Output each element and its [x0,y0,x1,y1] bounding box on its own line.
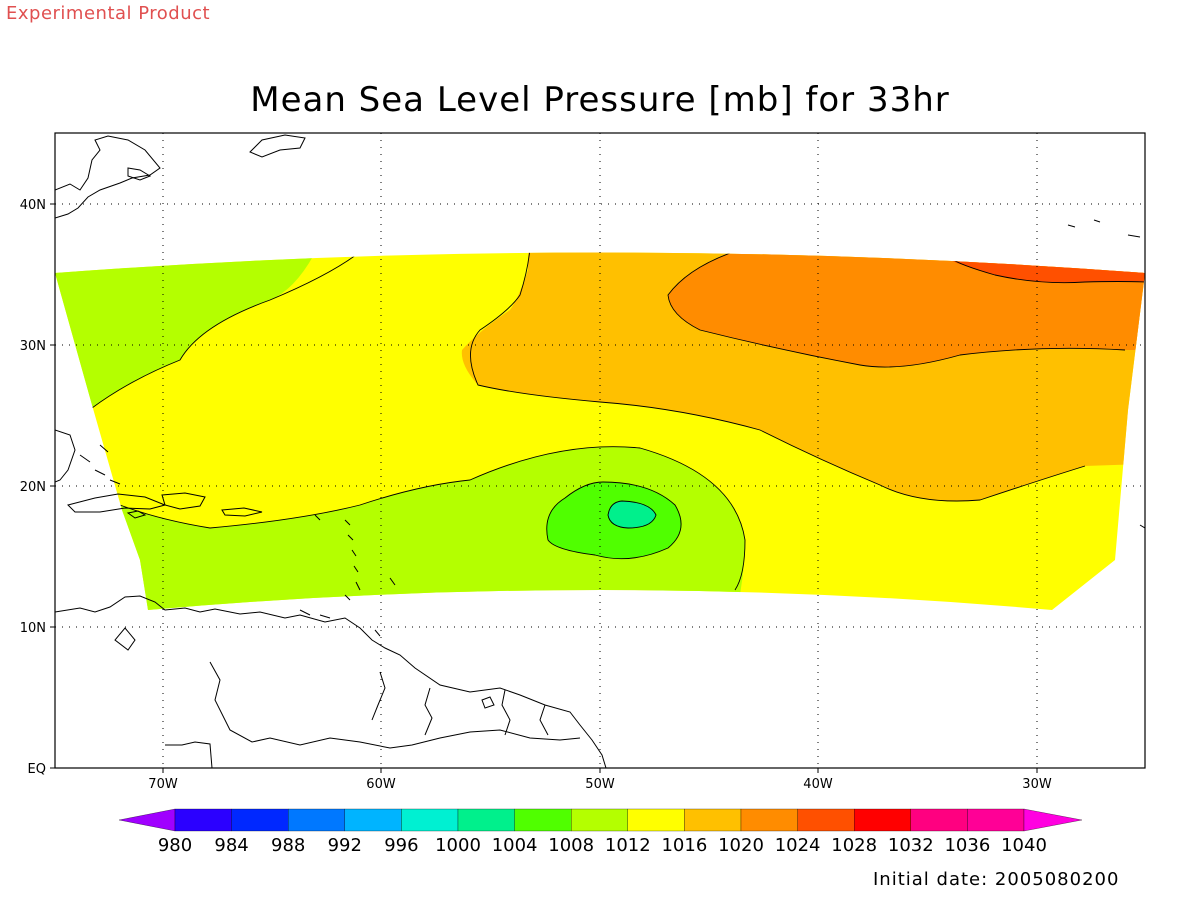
colorbar-tick-label: 1040 [1001,835,1047,856]
jamaica-coast [126,510,147,519]
latitude-labels: EQ 10N 20N 30N 40N [20,198,46,777]
map-title: Mean Sea Level Pressure [mb] for 33hr [250,80,950,120]
colorbar-swatch [854,808,911,832]
initial-date-label: Initial date: 2005080200 [873,869,1120,890]
colorbar-swatch [174,808,232,832]
lon-label-40w: 40W [803,777,833,792]
colorbar-swatch [684,808,742,832]
cuba-coast [67,493,167,513]
colorbar-tick-label: 992 [328,835,362,856]
colorbar-swatch [910,808,968,832]
colorbar-swatch [1023,808,1083,832]
isobar-1020-1024 [667,252,1126,368]
colorbar-swatch [118,808,176,832]
lat-label-eq: EQ [28,762,46,777]
field-1024 [668,252,1145,368]
lesser-antilles-coast [314,514,396,601]
lat-label-10n: 10N [20,621,46,636]
lon-label-50w: 50W [585,777,615,792]
isobar-1024-1028 [949,257,1145,284]
isobar-1008 [546,481,682,560]
pressure-colorbar [118,808,1083,832]
colorbar-tick-label: 984 [214,835,248,856]
lon-label-70w: 70W [148,777,178,792]
north-america-coast [55,135,161,219]
isobar-1012-south [119,446,746,591]
coastlines [55,134,1145,768]
colorbar-swatch [571,808,628,832]
colorbar-swatch [797,808,855,832]
colorbar-swatch [967,808,1025,832]
colorbar-swatch [627,808,685,832]
longitude-labels: 70W 60W 50W 40W 30W [148,777,1052,792]
colorbar-swatch [514,808,572,832]
isobar-1012-north [91,252,361,409]
lat-label-40n: 40N [20,198,46,213]
axis-ticks [50,203,1038,773]
puerto-rico-coast [221,507,263,517]
colorbar-tick-label: 1032 [888,835,934,856]
lat-label-30n: 30N [20,339,46,354]
colorbar-swatch [457,808,515,832]
isobar-1016-1020 [470,252,1086,502]
colorbar-tick-label: 1036 [944,835,990,856]
colorbar-tick-label: 1028 [831,835,877,856]
colorbar-tick-label: 1012 [605,835,651,856]
field-1004 [608,501,656,528]
colorbar-swatch [231,808,289,832]
colorbar-tick-label: 980 [158,835,192,856]
colorbar-tick-label: 1008 [548,835,594,856]
colorbar-swatch [401,808,459,832]
colorbar-labels: 980 984 988 992 996 1000 1004 1008 1012 1016 1020 1… [158,835,1047,856]
hispaniola-coast [161,492,206,510]
colorbar-tick-label: 1004 [492,835,538,856]
lon-label-60w: 60W [366,777,396,792]
nova-scotia-coast [127,167,152,181]
colorbar-tick-label: 1024 [775,835,821,856]
colorbar-tick-label: 996 [384,835,418,856]
colorbar-tick-label: 1016 [661,835,707,856]
colorbar-swatch [344,808,402,832]
isobar-1004 [607,500,657,529]
lat-label-20n: 20N [20,480,46,495]
florida-coast [55,429,76,483]
isobar-lines [91,252,1145,591]
colorbar-swatch [288,808,345,832]
colorbar-tick-label: 988 [271,835,305,856]
colorbar-tick-label: 1000 [435,835,481,856]
graticule [55,133,1145,768]
colorbar-swatch [740,808,798,832]
lon-label-30w: 30W [1022,777,1052,792]
azores-coast [1067,219,1145,529]
bahamas-coast [79,444,121,485]
south-america-coast [55,595,607,768]
colorbar-tick-label: 1020 [718,835,764,856]
experimental-product-label: Experimental Product [6,3,211,24]
newfoundland-coast [249,134,306,158]
